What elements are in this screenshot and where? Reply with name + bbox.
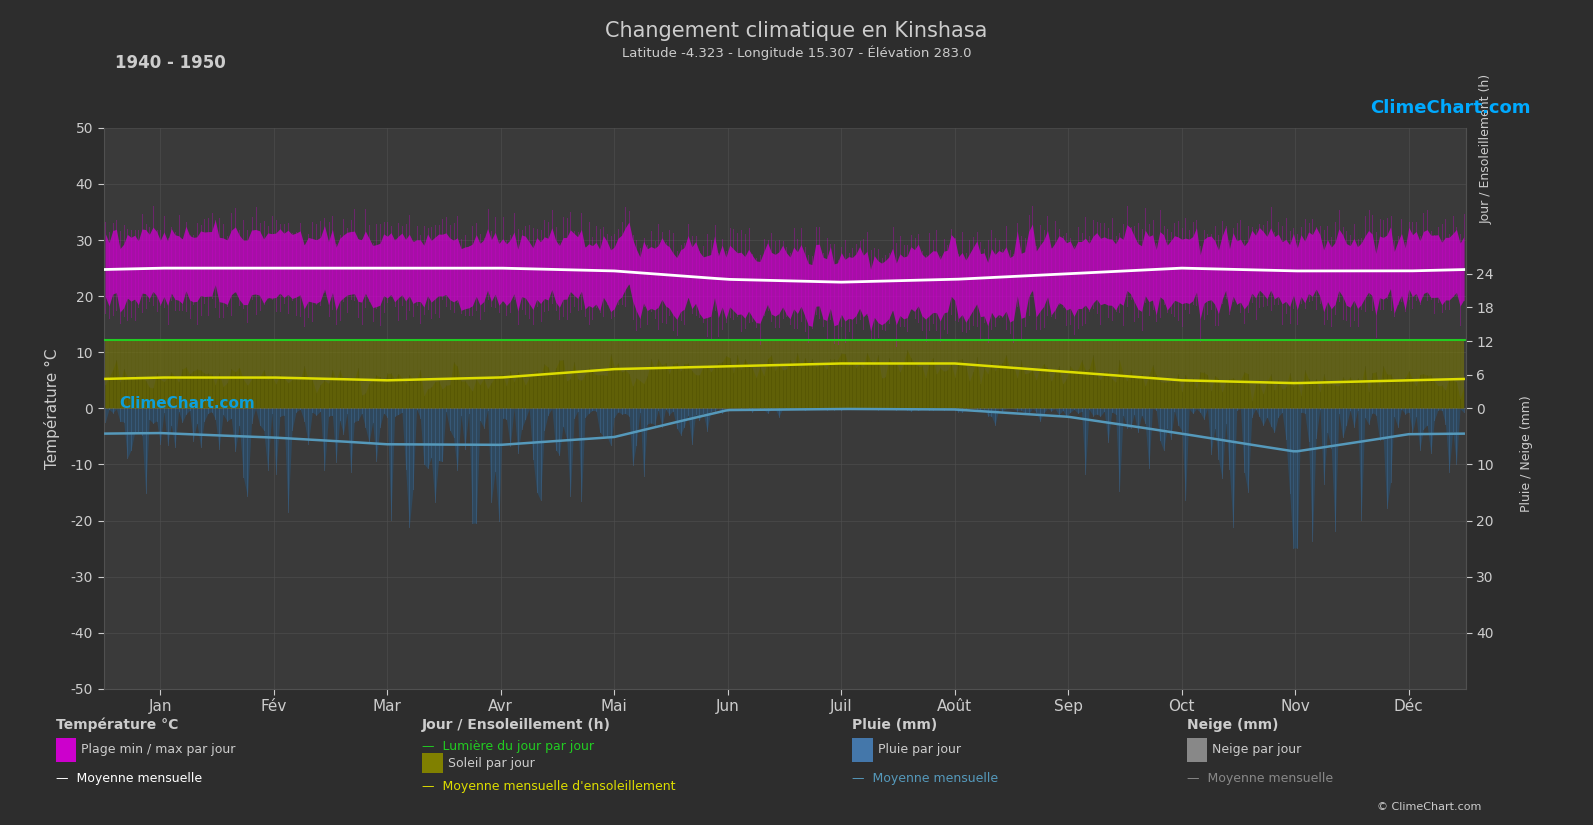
Text: ClimeChart.com: ClimeChart.com bbox=[119, 396, 255, 411]
Text: —  Moyenne mensuelle: — Moyenne mensuelle bbox=[852, 772, 999, 785]
Y-axis label: Température °C: Température °C bbox=[43, 348, 59, 469]
Text: —  Moyenne mensuelle: — Moyenne mensuelle bbox=[56, 772, 202, 785]
Text: 1940 - 1950: 1940 - 1950 bbox=[115, 54, 226, 72]
Text: Jour / Ensoleillement (h): Jour / Ensoleillement (h) bbox=[1480, 73, 1493, 224]
Text: Température °C: Température °C bbox=[56, 718, 178, 733]
Text: Pluie / Neige (mm): Pluie / Neige (mm) bbox=[1520, 395, 1532, 512]
Text: © ClimeChart.com: © ClimeChart.com bbox=[1376, 802, 1481, 812]
Text: Changement climatique en Kinshasa: Changement climatique en Kinshasa bbox=[605, 21, 988, 40]
Text: —  Lumière du jour par jour: — Lumière du jour par jour bbox=[422, 740, 594, 753]
Text: Pluie par jour: Pluie par jour bbox=[878, 743, 961, 757]
Text: Neige par jour: Neige par jour bbox=[1212, 743, 1301, 757]
Text: Plage min / max par jour: Plage min / max par jour bbox=[81, 743, 236, 757]
Text: —  Moyenne mensuelle d'ensoleillement: — Moyenne mensuelle d'ensoleillement bbox=[422, 780, 675, 794]
Text: Neige (mm): Neige (mm) bbox=[1187, 718, 1278, 732]
Text: Soleil par jour: Soleil par jour bbox=[448, 757, 534, 770]
Text: Latitude -4.323 - Longitude 15.307 - Élévation 283.0: Latitude -4.323 - Longitude 15.307 - Élé… bbox=[621, 45, 972, 60]
Text: Jour / Ensoleillement (h): Jour / Ensoleillement (h) bbox=[422, 718, 612, 732]
Text: ClimeChart.com: ClimeChart.com bbox=[1370, 99, 1531, 117]
Text: Pluie (mm): Pluie (mm) bbox=[852, 718, 938, 732]
Text: —  Moyenne mensuelle: — Moyenne mensuelle bbox=[1187, 772, 1333, 785]
